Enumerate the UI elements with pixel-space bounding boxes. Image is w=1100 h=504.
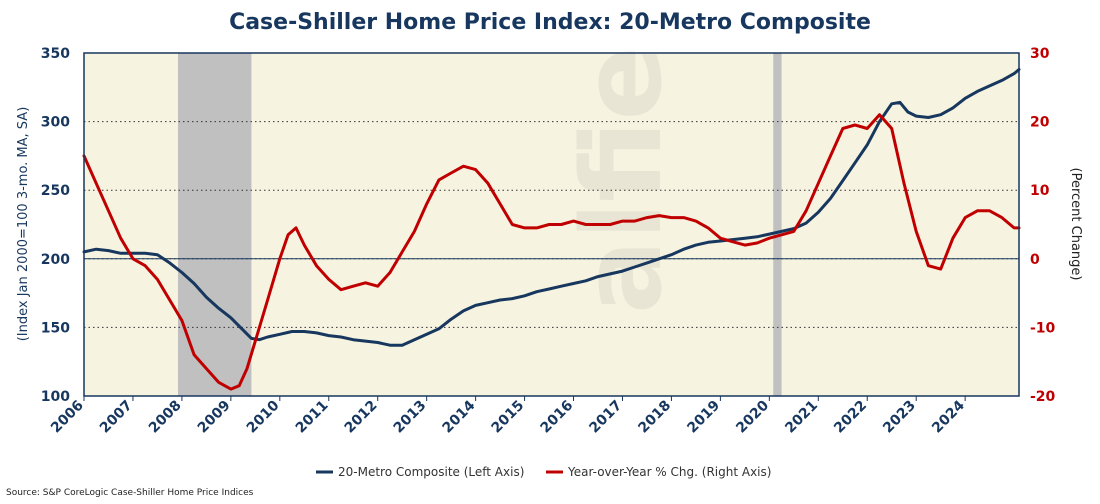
left-tick-label: 200 [41,252,70,268]
right-tick-label: -10 [1030,320,1056,336]
x-tick-label: 2010 [244,397,283,436]
right-tick-label: 0 [1030,252,1040,268]
left-axis-ticks: 100 150 200 250 300 350 [41,46,70,405]
source-note: Source: S&P CoreLogic Case-Shiller Home … [6,488,254,498]
legend-label-composite: 20-Metro Composite (Left Axis) [338,465,524,479]
x-tick-label: 2007 [97,398,136,437]
legend-label-yoy: Year-over-Year % Chg. (Right Axis) [567,465,771,479]
x-tick-label: 2021 [782,398,821,437]
left-axis-label: (Index Jan 2000=100 3-mo. MA, SA) [16,107,31,342]
x-tick-label: 2014 [440,397,479,436]
watermark: alfie [558,46,686,314]
recession-band-2 [773,53,782,396]
legend: 20-Metro Composite (Left Axis) Year-over… [316,465,771,479]
chart-title: Case-Shiller Home Price Index: 20-Metro … [229,10,871,35]
series-line-composite [82,68,1021,347]
left-tick-label: 250 [41,183,70,199]
left-tick-label: 100 [41,389,70,405]
watermark-line-1: alfie [558,46,686,314]
right-tick-label: 20 [1030,115,1050,131]
x-tick-label: 2017 [586,398,625,437]
recession-band-1 [177,53,252,396]
x-tick-label: 2011 [293,398,332,437]
right-axis-label: (Percent Change) [1068,168,1083,281]
grid-layer [84,121,1019,328]
x-tick-label: 2009 [195,398,234,437]
x-tick-label: 2024 [929,397,968,436]
x-tick-label: 2019 [684,398,723,437]
x-tick-label: 2013 [391,398,430,437]
x-tick-label: 2023 [880,398,919,437]
x-tick-label: 2015 [489,398,528,437]
x-tick-label: 2016 [537,398,576,437]
plot-border [83,52,1020,397]
series-layer [82,68,1021,391]
series-line-yoy [82,113,1021,391]
x-tick-label: 2012 [342,398,381,437]
right-tick-label: 30 [1030,46,1050,62]
x-tick-label: 2020 [733,397,772,436]
right-tick-label: -20 [1030,389,1056,405]
left-tick-label: 300 [41,115,70,131]
x-tick-label: 2008 [146,398,185,437]
left-tick-label: 150 [41,320,70,336]
right-axis-ticks: -20 -10 0 10 20 30 [1030,46,1056,405]
x-tick-label: 2022 [831,398,870,437]
right-tick-label: 10 [1030,183,1050,199]
x-tick-label: 2018 [635,398,674,437]
left-tick-label: 350 [41,46,70,62]
recession-layer [177,53,782,396]
x-axis-ticks: 2006 2007 2008 2009 2010 2011 2012 2013 2014 2015… [48,396,968,436]
